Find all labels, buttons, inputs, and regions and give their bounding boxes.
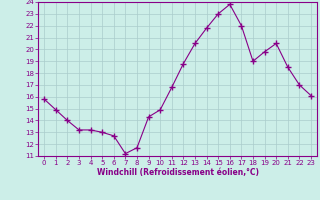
X-axis label: Windchill (Refroidissement éolien,°C): Windchill (Refroidissement éolien,°C) bbox=[97, 168, 259, 177]
